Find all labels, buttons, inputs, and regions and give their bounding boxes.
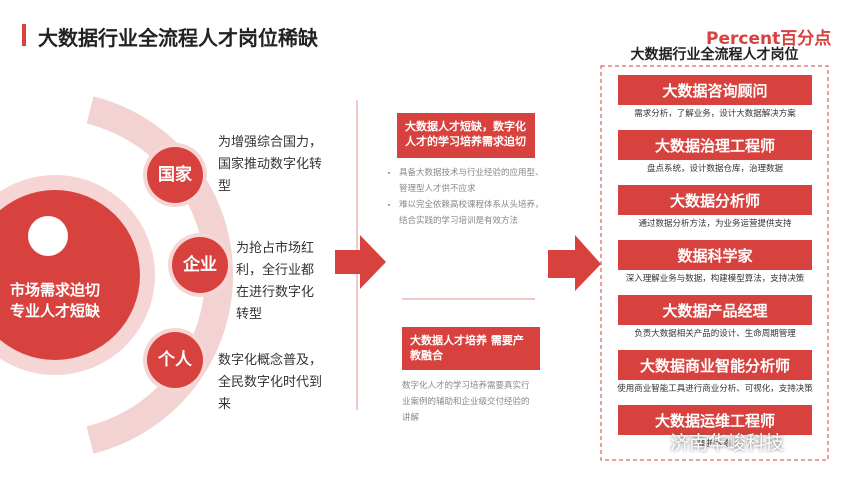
brand: Percent百分点: [706, 24, 831, 49]
left-circle: 市场需求迫切 专业人才短缺: [5, 280, 105, 322]
level-circle: 国家: [147, 147, 203, 203]
brand-en: Percent: [706, 29, 781, 49]
role-name: 大数据咨询顾问: [618, 75, 812, 105]
brand-cn: 百分点: [780, 29, 832, 49]
role-desc: 负责大数据相关产品的设计、生命周期管理: [634, 329, 796, 339]
bullet: 难以完全依赖高校课程体系从头培养，结合实践的学习培训是有效方法: [399, 197, 549, 229]
level-text: 数字化概念普及，全民数字化时代到来: [218, 353, 323, 412]
role-name: 大数据运维工程师: [618, 405, 812, 435]
role-desc: 维护大数: [697, 439, 732, 449]
role-desc: 深入理解业务与数据，构建模型算法，支持决策: [625, 274, 805, 284]
bottom-box: 大数据人才培养 需要产教融合: [402, 327, 540, 370]
bottom-text: 数字化人才的学习培养需要真实行业案例的辅助和企业级交付经验的讲解: [402, 381, 530, 423]
bullet: 具备大数据技术与行业经验的应用型、管理型人才供不应求: [399, 165, 549, 197]
level-circle: 个人: [147, 332, 203, 388]
top-box: 大数据人才短缺，数字化人才的学习培养需求迫切: [397, 113, 535, 158]
level-circle: 企业: [172, 237, 228, 293]
title: 大数据行业全流程人才岗位稀缺: [38, 26, 318, 50]
role-name: 大数据商业智能分析师: [618, 350, 812, 380]
role-desc: 盘点系统，设计数据仓库，治理数据: [646, 164, 783, 174]
right-heading: 大数据行业全流程人才岗位: [630, 47, 799, 63]
role-name: 大数据产品经理: [618, 295, 812, 325]
role-name: 大数据治理工程师: [618, 130, 812, 160]
role-name: 数据科学家: [618, 240, 812, 270]
level-text: 为抢占市场红利，全行业都在进行数字化转型: [236, 241, 315, 322]
line: 市场需求迫切: [9, 281, 100, 299]
level-text: 为增强综合国力，国家推动数字化转型: [218, 135, 323, 194]
role-desc: 通过数据分析方法，为业务运营提供支持: [638, 219, 792, 229]
role-desc: 需求分析，了解业务，设计大数据解决方案: [634, 109, 796, 119]
line: 专业人才短缺: [9, 302, 100, 320]
bullets: 具备大数据技术与行业经验的应用型、管理型人才供不应求难以完全依赖高校课程体系从头…: [385, 165, 549, 229]
watermark: 济南华峻科技: [670, 432, 785, 454]
role-name: 大数据分析师: [618, 185, 812, 215]
role-desc: 使用商业智能工具进行商业分析、可视化，支持决策: [617, 384, 813, 394]
